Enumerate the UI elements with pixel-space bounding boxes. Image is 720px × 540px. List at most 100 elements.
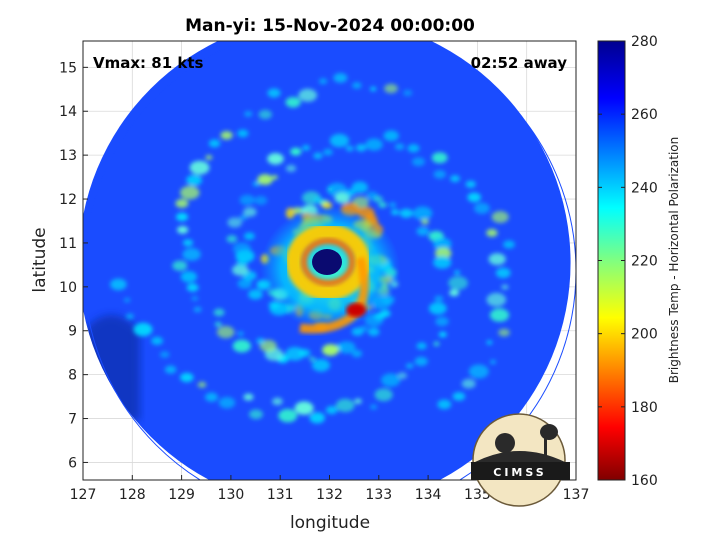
vmax-annotation: Vmax: 81 kts [93,54,203,72]
logo-tank [540,424,558,440]
rainband-cell [259,339,277,352]
y-tick-label: 13 [59,148,77,164]
rainband-cell [335,398,355,412]
rainband-cell [294,401,314,415]
rainband-cell [151,336,164,345]
rainband-cell [489,308,510,322]
rainband-cell [437,399,452,410]
rainband-cell [405,363,414,369]
rainband-cell [474,202,490,214]
rainband-cell [258,109,272,120]
rainband-cell [370,404,378,410]
y-tick-label: 11 [59,236,77,252]
x-tick-label: 133 [365,487,392,503]
swath-edge [83,41,576,480]
y-tick-label: 10 [59,280,77,296]
rainband-cell [503,240,515,249]
rainband-cell [278,408,298,423]
colorbar-tick-label: 180 [631,400,658,416]
rainband-cell [407,144,420,153]
rainband-cell [461,378,476,389]
rainband-cell [237,129,249,138]
x-tick-label: 128 [119,487,146,503]
rainband-cell [249,409,263,420]
y-tick-label: 15 [59,60,77,76]
rainband-cell [214,321,222,327]
rainband-cell [226,235,238,243]
y-tick-labels: 6 7 8 9 10 11 12 13 14 15 [59,60,88,471]
rainband-cell [454,270,461,275]
rainband-cell [434,247,452,260]
rainband-cell [355,144,367,152]
rainband-cell [345,189,356,197]
logo-dish [495,433,515,453]
rainband-cell [388,202,397,208]
rainband-cell [123,297,131,303]
colorbar-tick-label: 240 [631,180,658,196]
rainband-cell [412,157,425,167]
convective-cell-red [346,303,366,317]
rainband-cell [421,218,429,225]
x-tick-label: 134 [415,487,442,503]
rainband-cell [345,145,354,152]
rainband-cell [186,283,199,292]
rainband-cell [312,359,330,372]
rainband-cell [486,340,493,345]
rainband-cell [237,278,253,289]
rainband-cell [351,181,368,194]
rainband-cell [237,331,244,337]
rainband-cell [322,344,339,356]
rainband-cell [110,278,127,291]
colorbar-label: Brightness Temp - Horizontal Polarizatio… [667,137,681,384]
rainband-cell [218,397,236,409]
rainband-cell [175,198,189,208]
x-tick-label: 131 [267,487,294,503]
rainband-cell [290,147,302,156]
spiral-arm-warm [299,256,369,334]
rainband-cell [433,341,440,346]
rainband-cell [133,322,153,337]
rainband-cell [298,88,318,102]
rainband-cell [367,327,380,336]
rainband-cell [243,232,255,240]
y-tick-label: 7 [68,412,77,428]
rainband-cell [197,381,207,388]
rainband-cell [318,78,328,85]
colorbar-tick-label: 220 [631,254,658,270]
logo-text: CIMSS [493,466,546,479]
rainband-cell [351,327,364,336]
rainband-cell [285,97,301,108]
rainband-cell [302,145,310,151]
x-tick-label: 132 [316,487,343,503]
eyewall-inner [301,238,355,286]
rainband-cell [352,82,362,89]
rainband-cell [467,192,482,203]
rainband-cell [434,295,444,302]
rainband-cell [465,180,476,188]
rainband-cell [384,83,398,94]
rainband-cell [172,260,188,271]
rainband-cell [370,86,377,92]
rainband-cell [501,284,509,290]
rainband-cell [213,308,225,317]
logo-tower [544,430,547,460]
rainband-cell [448,276,468,290]
rainband-cell [180,185,200,200]
rainband-cell [271,175,278,180]
rainband-cell [351,349,363,358]
rainband-cell [205,392,218,402]
rainband-cell [177,226,189,234]
rainband-cell [243,393,254,401]
rainband-cell [495,267,511,279]
rainband-cell [182,248,201,261]
rainband-cell [232,242,251,255]
rainband-cell [180,372,194,383]
rainband-cell [433,237,452,251]
rainband-cell [208,139,221,148]
rainband-cell [416,342,427,350]
rainband-cell [180,271,198,283]
rainband-cell [334,192,351,204]
x-tick-label: 137 [563,487,590,503]
colorbar-tick-label: 280 [631,34,658,50]
rainband-cell [452,392,466,401]
